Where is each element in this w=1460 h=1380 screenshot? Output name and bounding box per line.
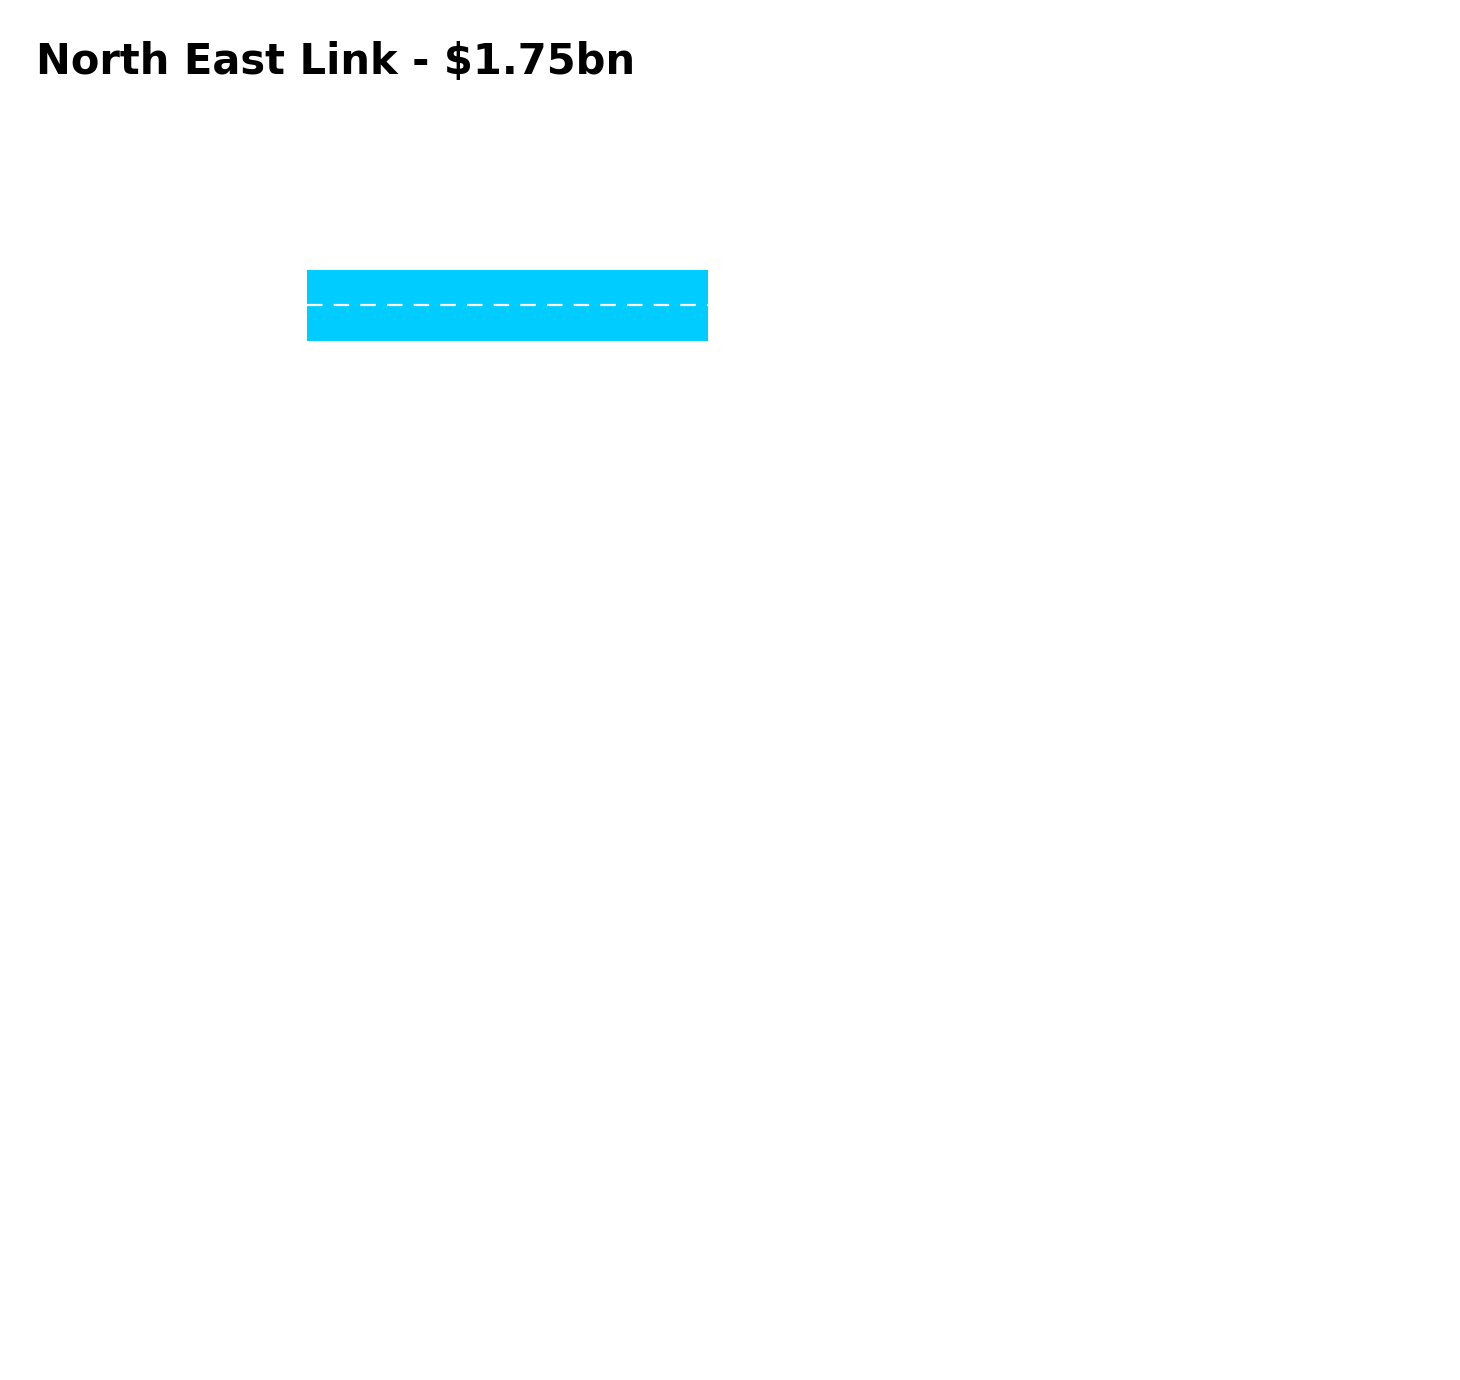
Text: superannuation: superannuation bbox=[372, 374, 620, 403]
Text: PPL superannuation: PPL superannuation bbox=[923, 1286, 1223, 1312]
Bar bbox=[307, 269, 708, 341]
Text: 1 year PPL: 1 year PPL bbox=[413, 375, 580, 404]
Text: superannuation: superannuation bbox=[372, 460, 620, 487]
Text: North East Link - $1.75bn: North East Link - $1.75bn bbox=[36, 41, 635, 83]
Text: 8.5 years: 8.5 years bbox=[1004, 1230, 1142, 1256]
Text: North East Link: North East Link bbox=[177, 1259, 407, 1285]
